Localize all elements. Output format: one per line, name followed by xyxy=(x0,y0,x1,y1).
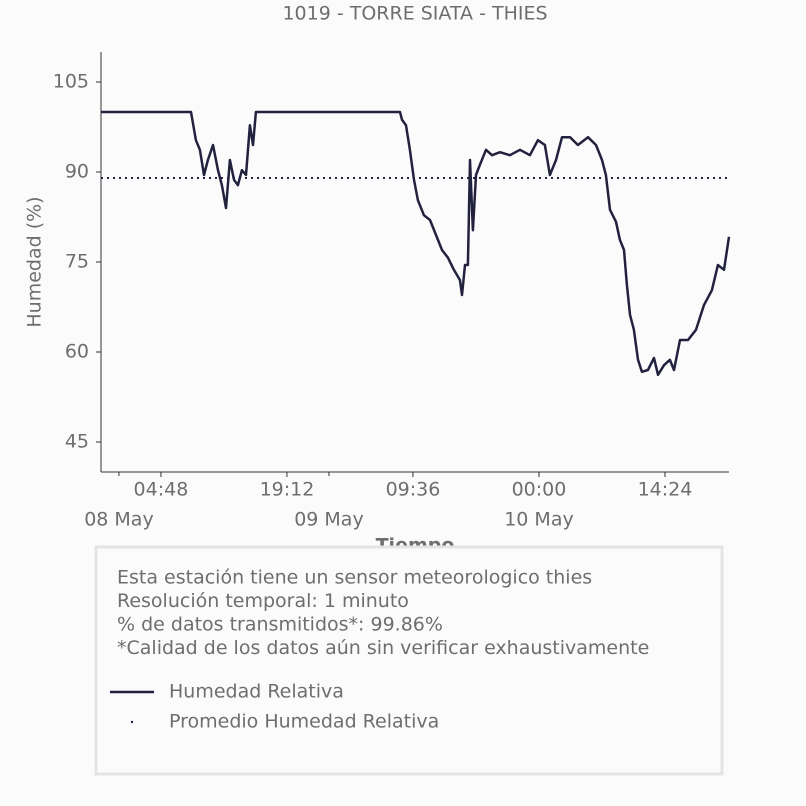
x-tick-label: 04:48 xyxy=(134,479,189,501)
info-line: % de datos transmitidos*: 99.86% xyxy=(117,614,443,636)
info-line: Esta estación tiene un sensor meteorolog… xyxy=(117,567,592,589)
y-tick-label: 75 xyxy=(65,251,89,273)
info-box xyxy=(94,545,724,776)
date-tick-label: 09 May xyxy=(294,509,364,531)
legend-swatch xyxy=(130,720,134,724)
y-tick-label: 90 xyxy=(65,161,89,183)
info-line: *Calidad de los datos aún sin verificar … xyxy=(117,637,649,659)
legend-label: Humedad Relativa xyxy=(169,681,344,703)
y-tick-label: 60 xyxy=(65,341,89,363)
y-axis-label: Humedad (%) xyxy=(24,196,46,327)
chart-title: 1019 - TORRE SIATA - THIES xyxy=(282,3,547,25)
series-line xyxy=(101,110,731,377)
x-tick-label: 09:36 xyxy=(386,479,441,501)
date-tick-label: 10 May xyxy=(504,509,574,531)
date-tick-label: 08 May xyxy=(84,509,154,531)
info-line: Resolución temporal: 1 minuto xyxy=(117,590,409,612)
x-tick-label: 19:12 xyxy=(260,479,315,501)
x-tick-label: 14:24 xyxy=(638,479,693,501)
y-tick-label: 45 xyxy=(65,431,89,453)
y-tick-label: 105 xyxy=(53,71,89,93)
legend-label: Promedio Humedad Relativa xyxy=(169,711,439,733)
x-tick-label: 00:00 xyxy=(512,479,567,501)
